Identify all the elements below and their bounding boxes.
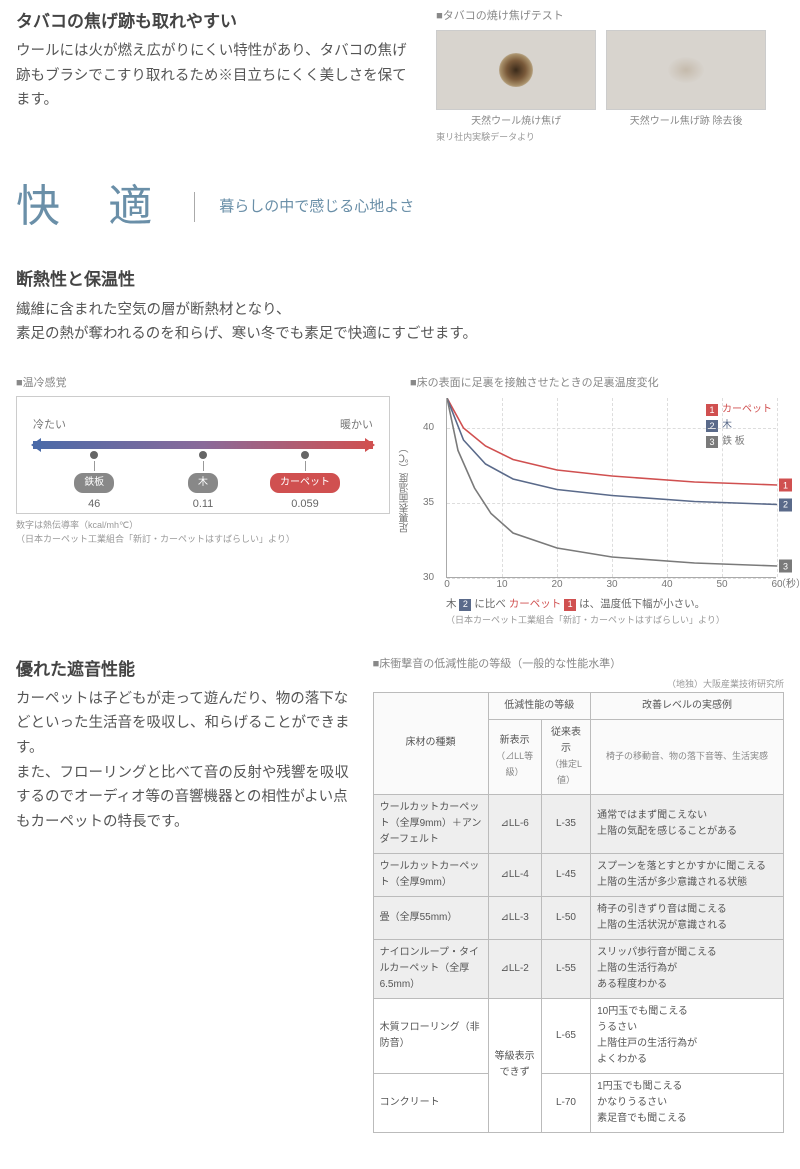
th-grade-new: 新表示（⊿LL等級） [488,719,541,794]
burn-caption-2: 天然ウール焦げ跡 除去後 [606,114,766,130]
burn-image-before: 天然ウール焼け焦げ [436,30,596,130]
tempscale-box: 冷たい 暖かい 鉄板46木0.11カーペット0.059 [16,396,390,514]
sound-table-source: （地独）大阪産業技術研究所 [373,677,784,691]
tempscale-warm: 暖かい [340,417,373,435]
linechart-caption: 木 2 に比べ カーペット 1 は、温度低下幅が小さい。 [446,596,784,613]
comfort-sub: 暮らしの中で感じる心地よさ [219,195,414,219]
th-material: 床材の種類 [373,692,488,794]
charts-row: ■温冷感覚 冷たい 暖かい 鉄板46木0.11カーペット0.059 数字は熱伝導… [16,375,784,628]
table-row: ウールカットカーペット（全厚9mm）⊿LL-4L-45スプーンを落とすとかすかに… [373,853,783,896]
tempscale-bar [33,441,373,449]
tempscale-label: ■温冷感覚 [16,375,390,393]
tempscale-markers: 鉄板46木0.11カーペット0.059 [33,451,373,501]
tempscale-marker: 鉄板46 [74,451,114,514]
sound-table-label: ■床衝撃音の低減性能の等級（一般的な性能水準） [373,656,784,674]
th-example: 改善レベルの実感例 [591,692,784,719]
th-example-sub: 椅子の移動音、物の落下音等、生活実感 [591,719,784,794]
sound-heading: 優れた遮音性能 [16,656,353,683]
divider-icon [194,192,195,222]
sound-table: 床材の種類 低減性能の等級 改善レベルの実感例 新表示（⊿LL等級） 従来表示（… [373,692,784,1133]
insulation-body: 繊維に含まれた空気の層が断熱材となり、 素足の熱が奪われるのを和らげ、寒い冬でも… [16,298,784,347]
table-row: 畳（全厚55mm）⊿LL-3L-50椅子の引きずり音は聞こえる 上階の生活状況が… [373,896,783,939]
insulation-section: 断熱性と保温性 繊維に含まれた空気の層が断熱材となり、 素足の熱が奪われるのを和… [16,266,784,346]
tempscale-note1: 数字は熱伝導率（kcal/mh℃） [16,518,390,532]
comfort-kanji: 快 適 [16,172,170,242]
linechart-source: （日本カーペット工業組合「新訂・カーペットはすばらしい」より） [446,613,784,627]
table-row: コンクリートL-701円玉でも聞こえる かなりうるさい 素足音でも聞こえる [373,1073,783,1132]
table-row: ナイロンループ・タイルカーペット（全厚6.5mm）⊿LL-2L-55スリッパ歩行… [373,939,783,998]
comfort-heading: 快 適 暮らしの中で感じる心地よさ [16,172,784,242]
sound-section: 優れた遮音性能 カーペットは子どもが走って遊んだり、物の落下などといった生活音を… [16,656,784,1133]
th-grade: 低減性能の等級 [488,692,591,719]
arrow-right-icon [365,438,375,452]
tempscale-note2: （日本カーペット工業組合「新訂・カーペットはすばらしい」より） [16,532,390,546]
insulation-heading: 断熱性と保温性 [16,266,784,293]
th-grade-old: 従来表示（推定L値） [541,719,590,794]
burn-source: 東リ社内実験データより [436,130,784,144]
burn-body: ウールには火が燃え広がりにくい特性があり、タバコの焦げ跡もブラシでこすり取れるた… [16,39,416,113]
burn-heading: タバコの焦げ跡も取れやすい [16,8,416,35]
linechart-ylabel: 足裏表面温度（℃） [398,443,414,533]
sound-body: カーペットは子どもが走って遊んだり、物の落下などといった生活音を吸収し、和らげる… [16,687,353,835]
linechart: 1カーペット2木3鉄 板 3035400102030405060（秒）123 [446,398,776,578]
table-row: 木質フローリング（非防音）等級表示できずL-6510円玉でも聞こえる うるさい … [373,998,783,1073]
arrow-left-icon [31,438,41,452]
burn-section: タバコの焦げ跡も取れやすい ウールには火が燃え広がりにくい特性があり、タバコの焦… [16,8,784,144]
tempscale-cold: 冷たい [33,417,66,435]
tempscale-marker: カーペット0.059 [270,451,340,514]
burn-caption-1: 天然ウール焼け焦げ [436,114,596,130]
linechart-label: ■床の表面に足裏を接触させたときの足裏温度変化 [410,375,784,393]
burn-test-label: ■タバコの焼け焦げテスト [436,8,784,26]
burn-image-after: 天然ウール焦げ跡 除去後 [606,30,766,130]
table-row: ウールカットカーペット（全厚9mm）＋アンダーフェルト⊿LL-6L-35通常では… [373,794,783,853]
tempscale-marker: 木0.11 [188,451,218,514]
